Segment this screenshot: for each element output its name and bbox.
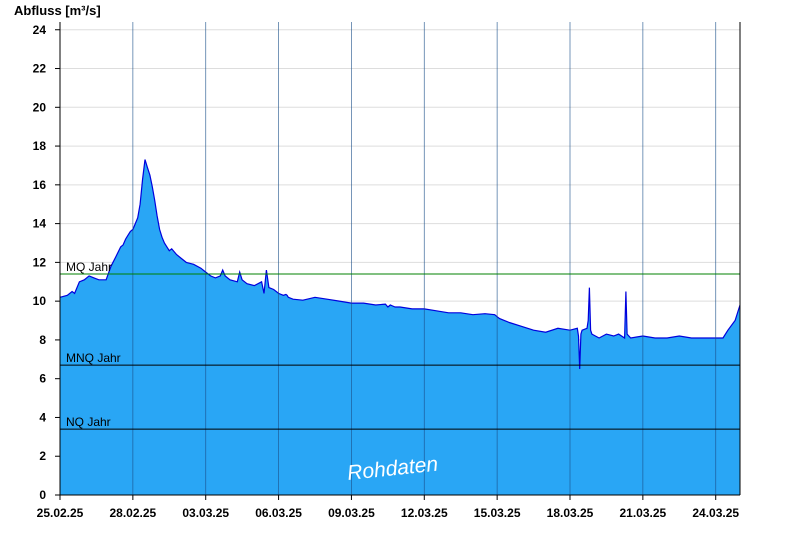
y-tick-label: 8 <box>39 333 46 347</box>
x-tick-label: 09.03.25 <box>328 506 375 520</box>
area-fill <box>60 159 740 495</box>
x-tick-label: 15.03.25 <box>474 506 521 520</box>
discharge-area <box>59 159 741 495</box>
y-tick-label: 6 <box>39 372 46 386</box>
x-tick-label: 21.03.25 <box>619 506 666 520</box>
discharge-line <box>59 159 741 370</box>
ref-label: MQ Jahr <box>66 260 112 274</box>
y-tick-label: 2 <box>39 449 46 463</box>
y-tick-label: 4 <box>39 410 46 424</box>
x-tick-label: 28.02.25 <box>109 506 156 520</box>
x-tick-label: 24.03.25 <box>692 506 739 520</box>
reference-lines: MQ Jahr MNQ Jahr NQ Jahr <box>60 260 740 430</box>
y-tick-label: 22 <box>33 62 47 76</box>
y-tick-label: 24 <box>33 23 47 37</box>
x-tick-label: 25.02.25 <box>37 506 84 520</box>
y-axis-label: Abfluss [m³/s] <box>14 3 101 18</box>
y-tick-label: 14 <box>33 217 47 231</box>
x-tick-label: 06.03.25 <box>255 506 302 520</box>
ref-label: NQ Jahr <box>66 415 111 429</box>
y-tick-label: 0 <box>39 488 46 502</box>
ref-label: MNQ Jahr <box>66 351 121 365</box>
y-tick-label: 12 <box>33 255 47 269</box>
y-tick-label: 20 <box>33 100 47 114</box>
x-tick-label: 03.03.25 <box>182 506 229 520</box>
y-tick-label: 18 <box>33 139 47 153</box>
x-tick-labels: 25.02.25 28.02.25 03.03.25 06.03.25 09.03.25… <box>37 495 739 520</box>
vertical-grid <box>132 22 717 495</box>
axes <box>59 22 741 496</box>
y-tick-label: 10 <box>33 294 47 308</box>
x-tick-label: 12.03.25 <box>401 506 448 520</box>
y-tick-label: 16 <box>33 178 47 192</box>
x-tick-label: 18.03.25 <box>547 506 594 520</box>
